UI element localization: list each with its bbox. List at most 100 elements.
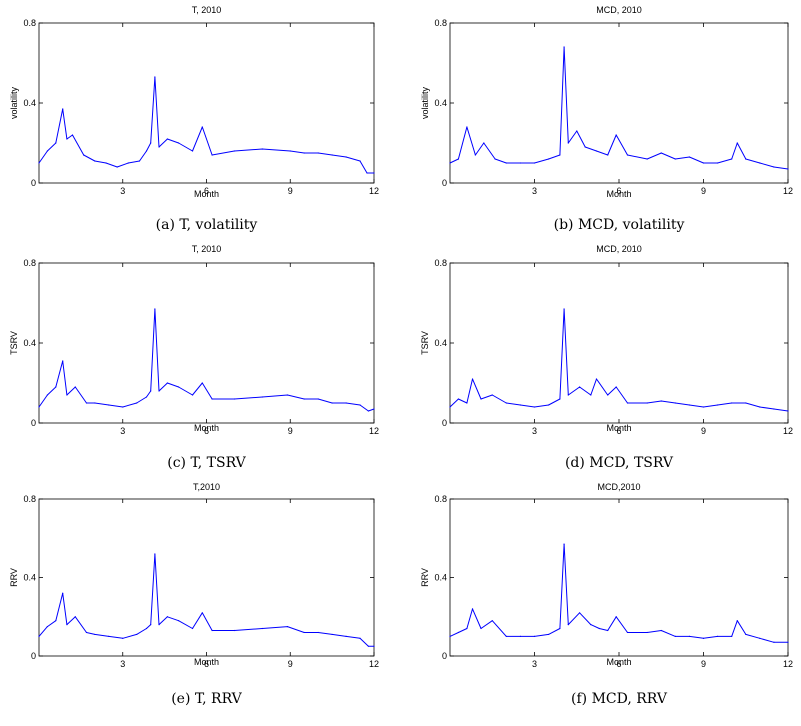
data-point [158, 624, 160, 626]
y-tick-label: 0.4 [23, 98, 36, 108]
x-axis-label: Month [194, 423, 219, 433]
data-point [567, 624, 569, 626]
y-tick-label: 0.8 [434, 494, 447, 504]
chart-title: T,2010 [193, 482, 220, 492]
chart-title: T, 2010 [192, 5, 222, 15]
data-point [177, 386, 180, 388]
data-point [62, 360, 64, 362]
data-point [716, 404, 719, 406]
y-tick-label: 0 [31, 418, 36, 428]
data-point [615, 134, 617, 136]
plot-frame [38, 22, 375, 184]
x-tick-label: 12 [783, 186, 793, 196]
x-tick-label: 3 [120, 186, 125, 196]
data-point [491, 620, 493, 622]
data-point [108, 404, 110, 406]
data-point [731, 158, 733, 160]
data-point [55, 620, 57, 622]
data-point [480, 627, 482, 630]
data-point [547, 633, 550, 636]
x-tick-label: 9 [288, 659, 293, 669]
data-point [345, 635, 347, 637]
data-point [373, 172, 375, 174]
data-point [145, 150, 148, 152]
data-point [505, 162, 507, 164]
data-point [449, 635, 451, 637]
data-point [74, 386, 76, 388]
data-point [317, 398, 319, 400]
y-axis-label: volatility [9, 86, 19, 119]
data-point [150, 142, 152, 144]
data-point [122, 406, 124, 408]
y-tick-label: 0.8 [23, 494, 36, 504]
data-point [201, 612, 203, 614]
data-point [55, 142, 57, 144]
series-line [38, 553, 374, 647]
data-point [773, 408, 775, 410]
data-point [145, 627, 148, 630]
data-point [660, 400, 662, 402]
data-point [646, 158, 648, 160]
data-point [366, 172, 368, 174]
data-point [154, 308, 156, 310]
data-point [289, 150, 291, 152]
data-point [158, 390, 160, 392]
data-point [773, 641, 775, 643]
data-point [66, 394, 68, 396]
data-point [533, 406, 536, 408]
x-tick-label: 12 [369, 426, 379, 436]
data-point [533, 635, 536, 637]
data-point [127, 162, 129, 164]
data-point [533, 162, 536, 164]
y-tick-label: 0.8 [23, 18, 36, 28]
data-point [466, 126, 468, 128]
data-point [286, 625, 289, 628]
data-point [303, 152, 305, 154]
chart-title: MCD, 2010 [596, 244, 642, 254]
plot-frame [449, 262, 789, 424]
subfigure-caption: (e) T, RRV [171, 691, 242, 707]
data-point [62, 108, 64, 110]
data-point [211, 398, 213, 400]
data-point [716, 635, 719, 637]
data-point [150, 390, 152, 392]
data-point [85, 402, 88, 404]
data-point [745, 633, 747, 636]
data-point [626, 154, 629, 156]
data-point [688, 156, 691, 158]
x-tick-label: 3 [120, 426, 125, 436]
data-point [491, 394, 493, 396]
data-point [457, 631, 460, 634]
data-point [331, 633, 333, 636]
data-point [736, 142, 738, 144]
panel-b: MCD, 2010 0 0.4 0.8 3 6 9 12 Month volatility (b) … [420, 5, 793, 233]
series-line [38, 76, 374, 174]
data-point [480, 398, 482, 400]
data-point [745, 158, 747, 160]
x-tick-label: 3 [120, 659, 125, 669]
data-point [373, 645, 375, 647]
data-point [191, 394, 194, 396]
data-point [359, 637, 361, 639]
data-point [519, 404, 522, 406]
data-point [261, 148, 263, 150]
data-point [590, 624, 592, 626]
data-point [166, 616, 169, 618]
data-point [702, 406, 705, 408]
plot-frame [449, 498, 789, 657]
y-tick-label: 0.8 [434, 258, 447, 268]
subfigure-caption: (a) T, volatility [156, 217, 258, 233]
data-point [505, 402, 507, 404]
x-tick-label: 12 [783, 659, 793, 669]
y-axis-label: RRV [9, 568, 19, 587]
data-point [519, 162, 522, 164]
data-point [191, 150, 194, 152]
data-point [736, 620, 738, 622]
data-point [74, 616, 76, 618]
data-point [154, 76, 156, 78]
data-point [590, 394, 592, 396]
chart-title: T, 2010 [192, 244, 222, 254]
data-point [547, 404, 550, 406]
data-point [519, 635, 522, 637]
panel-e: T,2010 0 0.4 0.8 3 6 9 12 Month RRV (e) T, RRV [9, 482, 379, 707]
